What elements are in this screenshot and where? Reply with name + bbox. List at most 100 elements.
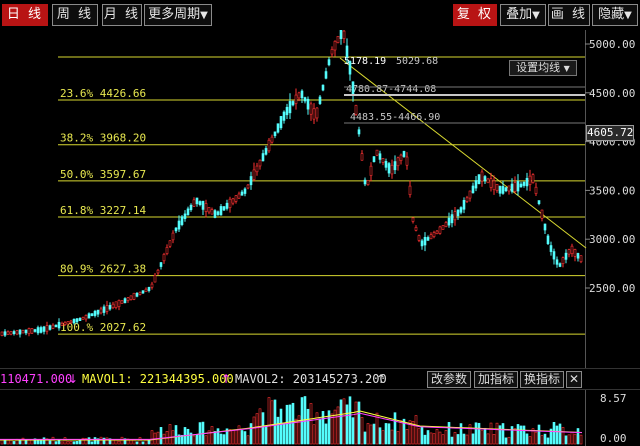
- candle-body: [174, 227, 178, 232]
- candle-body: [519, 183, 523, 188]
- volume-bar: [504, 437, 508, 445]
- candle-body: [228, 198, 232, 208]
- tab-daily[interactable]: 日 线: [2, 4, 48, 26]
- candle-body: [372, 156, 376, 163]
- tab-monthly[interactable]: 月 线: [102, 4, 142, 26]
- volume-bar: [345, 404, 349, 445]
- volume-bar: [162, 433, 166, 445]
- volume-bar: [330, 413, 334, 445]
- volume-bar: [102, 437, 106, 445]
- candle-body: [27, 328, 31, 335]
- candle-body: [117, 299, 121, 307]
- volume-bar: [522, 425, 526, 445]
- add-indicator-button[interactable]: 加指标: [474, 371, 518, 388]
- caret-down-icon: ▼: [624, 10, 632, 21]
- fib-label: 61.8% 3227.14: [60, 204, 146, 217]
- candle-body: [384, 161, 388, 168]
- candle-body: [249, 176, 253, 186]
- candle-body: [363, 179, 367, 185]
- candle-body: [42, 326, 46, 332]
- overlay-button[interactable]: 叠加▼: [500, 4, 546, 26]
- volume-bar: [159, 427, 163, 445]
- volume-bar: [255, 413, 259, 445]
- volume-bar: [306, 408, 310, 445]
- draw-line-button[interactable]: 画 线: [548, 4, 590, 26]
- candle-body: [201, 200, 205, 210]
- price-annotation: 5029.68: [396, 56, 438, 67]
- candle-body: [489, 178, 493, 188]
- volume-bar: [117, 440, 121, 445]
- tab-weekly[interactable]: 周 线: [52, 4, 98, 26]
- candle-body: [150, 283, 154, 288]
- candle-body: [531, 174, 535, 184]
- volume-bar: [375, 412, 379, 445]
- candle-body: [405, 156, 409, 166]
- candle-body: [135, 292, 139, 297]
- candle-body: [399, 154, 403, 161]
- close-icon[interactable]: ✕: [566, 371, 582, 388]
- change-params-button[interactable]: 改参数: [427, 371, 471, 388]
- candle-body: [465, 197, 469, 202]
- volume-bar: [399, 420, 403, 445]
- volume-bar: [516, 424, 520, 445]
- volume-bar: [555, 425, 559, 445]
- adjust-button[interactable]: 复 权: [453, 4, 497, 26]
- volume-bar: [471, 433, 475, 445]
- candle-body: [210, 209, 214, 215]
- candle-body: [0, 331, 4, 336]
- volume-bar: [150, 430, 154, 445]
- candle-body: [183, 213, 187, 219]
- volume-bar: [93, 437, 97, 445]
- candle-body: [123, 298, 127, 304]
- candle-body: [435, 230, 439, 235]
- candle-body: [141, 290, 145, 294]
- candle-body: [300, 90, 304, 99]
- volume-chart[interactable]: 8.57 0.00: [0, 390, 640, 446]
- candle-body: [360, 153, 364, 161]
- volume-bar: [288, 404, 292, 445]
- candle-body: [543, 223, 547, 231]
- ma-settings-label: 设置均线: [516, 61, 561, 74]
- candle-body: [462, 200, 466, 210]
- volume-bar: [372, 423, 376, 445]
- volume-bar: [462, 433, 466, 445]
- volume-bar: [468, 424, 472, 445]
- candle-body: [84, 315, 88, 320]
- candle-body: [75, 318, 79, 323]
- volume-bar: [129, 439, 133, 445]
- kline-svg[interactable]: 5000.004500.004000.003500.003000.002500.…: [0, 30, 640, 368]
- ma-settings-button[interactable]: 设置均线 ▼: [509, 60, 577, 76]
- candle-body: [45, 325, 49, 332]
- down-arrow-icon: ↓: [68, 372, 79, 386]
- volume-bar: [576, 428, 580, 445]
- candle-body: [459, 207, 463, 213]
- volume-bar: [252, 416, 256, 445]
- volume-bar: [138, 437, 142, 445]
- mavol2-line: [0, 412, 583, 440]
- volume-bar: [549, 428, 553, 445]
- hide-button[interactable]: 隐藏▼: [592, 4, 638, 26]
- candle-body: [336, 36, 340, 44]
- volume-bar: [219, 433, 223, 445]
- candle-body: [480, 171, 484, 182]
- volume-bar: [423, 434, 427, 445]
- volume-bar: [393, 412, 397, 445]
- volume-bar: [495, 422, 499, 445]
- volume-bar: [192, 435, 196, 445]
- candle-body: [108, 305, 112, 310]
- volume-bar: [483, 427, 487, 445]
- volume-bar: [135, 441, 139, 445]
- volume-bar: [381, 430, 385, 445]
- switch-indicator-button[interactable]: 换指标: [520, 371, 564, 388]
- candle-body: [30, 328, 34, 334]
- candle-body: [447, 217, 451, 226]
- volume-bar: [444, 430, 448, 445]
- volume-bar: [45, 438, 49, 445]
- fib-label: 38.2% 3968.20: [60, 132, 146, 145]
- kline-chart[interactable]: 5000.00 4500.00 4000.00 3500.00 3000.00 2500.…: [0, 30, 640, 368]
- candle-body: [237, 193, 241, 199]
- more-periods-button[interactable]: 更多周期▼: [144, 4, 212, 26]
- vol-value: 110471.000: [0, 372, 73, 386]
- volume-bar: [573, 433, 577, 445]
- candle-body: [21, 330, 25, 334]
